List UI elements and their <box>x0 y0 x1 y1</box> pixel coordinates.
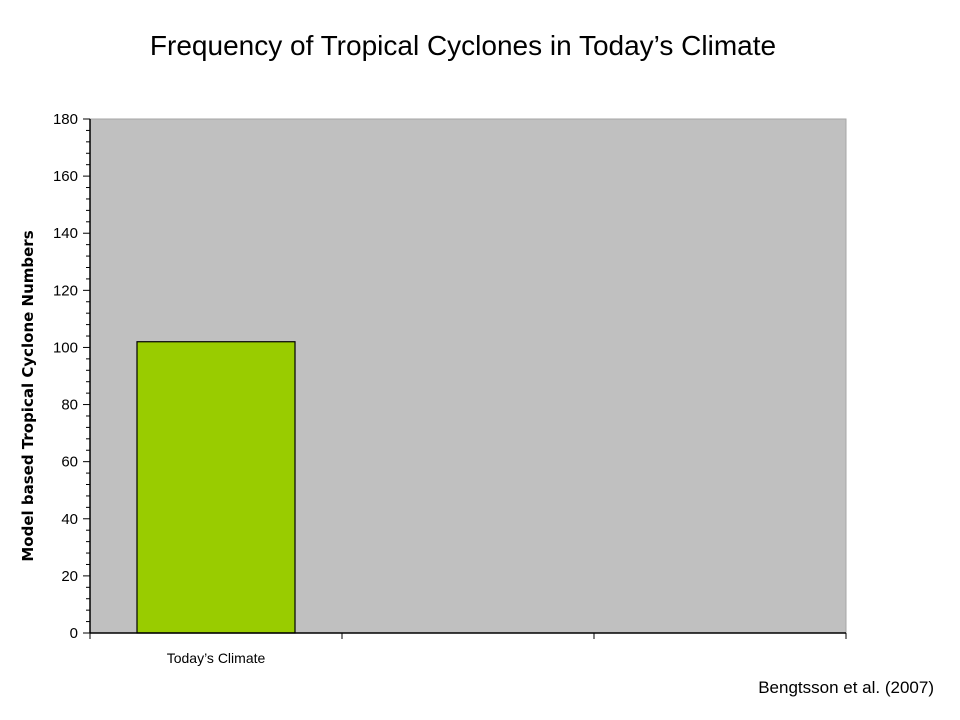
bars <box>136 341 296 634</box>
y-axis-ticks: 0 20 40 60 80 100 120 140 160 180 <box>53 111 90 642</box>
bar <box>136 341 296 634</box>
y-axis-title: Model based Tropical Cyclone Numbers <box>19 230 37 561</box>
y-tick-label: 100 <box>53 339 78 356</box>
y-tick-label: 80 <box>61 397 78 414</box>
x-axis-ticks: Today’s Climate <box>89 633 847 666</box>
x-category-label: Today’s Climate <box>167 650 266 666</box>
y-tick-label: 140 <box>53 225 78 242</box>
y-tick-label: 40 <box>61 511 78 528</box>
y-tick-label: 60 <box>61 454 78 471</box>
y-tick-label: 180 <box>53 111 78 128</box>
y-tick-label: 120 <box>53 282 78 299</box>
y-tick-label: 0 <box>70 625 78 642</box>
y-tick-label: 20 <box>61 568 78 585</box>
citation: Bengtsson et al. (2007) <box>758 678 934 697</box>
slide-title: Frequency of Tropical Cyclones in Today’… <box>149 30 777 61</box>
y-tick-label: 160 <box>53 168 78 185</box>
